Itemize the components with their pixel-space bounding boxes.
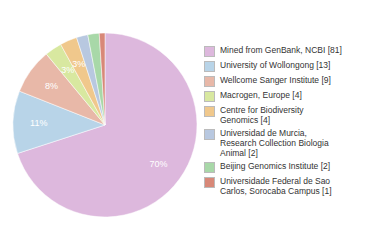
- html-text:Carlos, Sorocaba Campus [1]: Carlos, Sorocaba Campus [1]: [220, 185, 332, 196]
- html-text:Centre for Biodiversity: Centre for Biodiversity: [220, 104, 304, 115]
- svg-text:11%: 11%: [30, 118, 47, 128]
- html-text:Research Collection Biologia: Research Collection Biologia: [220, 137, 329, 148]
- svg-text:70%: 70%: [150, 159, 168, 169]
- html-text:Mined from GenBank, NCBI [81]: Mined from GenBank, NCBI [81]: [220, 44, 342, 55]
- html-text:Wellcome Sanger Institute [9]: Wellcome Sanger Institute [9]: [220, 74, 331, 85]
- html-text:Universidad de Murcia,: Universidad de Murcia,: [220, 127, 307, 138]
- html-text:Animal [2]: Animal [2]: [220, 147, 258, 158]
- svg-text:3%: 3%: [61, 65, 75, 76]
- html-text:Macrogen, Europe [4]: Macrogen, Europe [4]: [220, 89, 302, 100]
- html-text:Beijing Genomics Institute [2]: Beijing Genomics Institute [2]: [220, 160, 331, 171]
- html-text:University of Wollongong [13]: University of Wollongong [13]: [220, 59, 331, 70]
- html-text:Genomics [4]: Genomics [4]: [220, 114, 271, 125]
- svg-text:8%: 8%: [45, 81, 58, 91]
- html-text:Universidade Federal de Sao: Universidade Federal de Sao: [220, 175, 331, 186]
- svg-text:3%: 3%: [72, 59, 85, 69]
